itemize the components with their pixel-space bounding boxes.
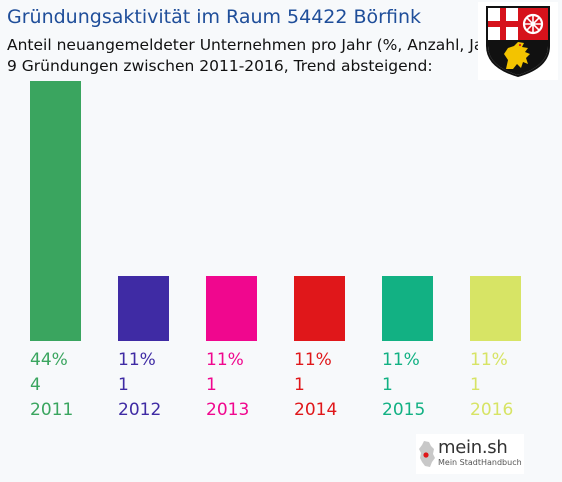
coat-of-arms-icon [478,2,558,80]
category-label-2014: 2014 [294,400,337,420]
bar-2015 [382,276,433,341]
bar-2013 [206,276,257,341]
count-label-2015: 1 [382,375,393,395]
category-label-2015: 2015 [382,400,425,420]
category-label-2012: 2012 [118,400,161,420]
category-label-2011: 2011 [30,400,73,420]
germany-map-icon [419,441,435,467]
category-label-2016: 2016 [470,400,513,420]
percent-label-2016: 11% [470,350,508,370]
count-label-2016: 1 [470,375,481,395]
percent-label-2012: 11% [118,350,156,370]
count-label-2013: 1 [206,375,217,395]
count-label-2012: 1 [118,375,129,395]
chart-title: Gründungsaktivität im Raum 54422 Börfink [7,6,422,28]
bar-2011 [30,81,81,341]
percent-label-2014: 11% [294,350,332,370]
brand-logo[interactable]: mein.sh Mein StadtHandbuch [416,434,524,474]
percent-label-2011: 44% [30,350,68,370]
count-label-2014: 1 [294,375,305,395]
bar-2016 [470,276,521,341]
brand-name: mein.sh [438,437,508,458]
count-label-2011: 4 [30,375,41,395]
bar-2012 [118,276,169,341]
bar-2014 [294,276,345,341]
percent-label-2015: 11% [382,350,420,370]
category-label-2013: 2013 [206,400,249,420]
percent-label-2013: 11% [206,350,244,370]
chart-subtitle-line2: 9 Gründungen zwischen 2011-2016, Trend a… [7,57,433,75]
brand-tagline: Mein StadtHandbuch [438,458,522,467]
chart-subtitle-line1: Anteil neuangemeldeter Unternehmen pro J… [7,36,506,54]
